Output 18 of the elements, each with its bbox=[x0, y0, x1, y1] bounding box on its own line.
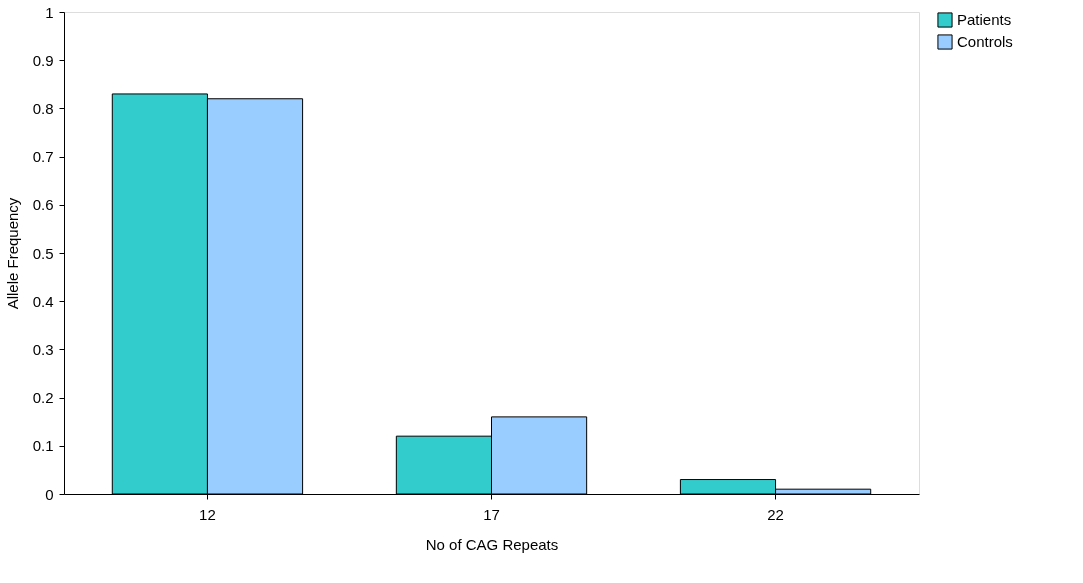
y-tick-label: 0.7 bbox=[32, 148, 54, 166]
y-tick-label: 0.4 bbox=[32, 292, 54, 310]
legend-label: Controls bbox=[957, 33, 1013, 50]
x-tick-label: 17 bbox=[483, 505, 500, 523]
y-tick-label: 0.3 bbox=[32, 340, 54, 358]
x-tick-label: 22 bbox=[767, 505, 784, 523]
y-tick-label: 0.8 bbox=[32, 99, 54, 117]
x-tick-label: 12 bbox=[199, 505, 216, 523]
y-tick-label: 1 bbox=[45, 3, 54, 21]
legend-label: Patients bbox=[957, 11, 1012, 28]
y-tick-label: 0.9 bbox=[32, 51, 54, 69]
y-tick-label: 0.1 bbox=[32, 437, 54, 455]
x-axis-title: No of CAG Repeats bbox=[425, 535, 559, 553]
y-axis-title: Allele Frequency bbox=[3, 197, 21, 310]
y-tick-label: 0.6 bbox=[32, 196, 54, 214]
y-tick-label: 0.5 bbox=[32, 244, 54, 262]
y-tick-label: 0 bbox=[45, 485, 54, 503]
y-tick-label: 0.2 bbox=[32, 389, 54, 407]
